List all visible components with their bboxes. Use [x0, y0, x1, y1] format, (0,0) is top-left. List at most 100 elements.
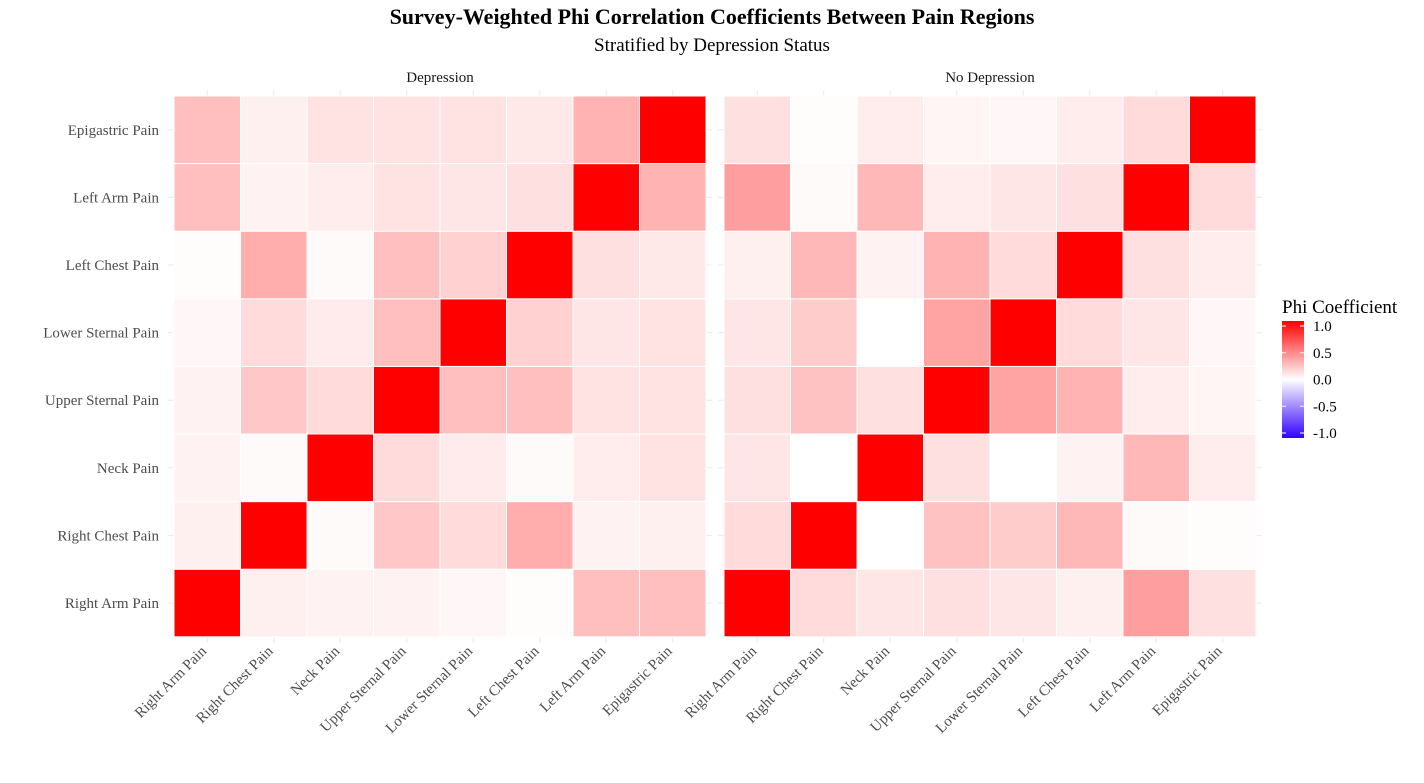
heatmap-cell [1189, 501, 1257, 570]
x-tick-label: Left Arm Pain [537, 643, 609, 715]
y-tick-label: Neck Pain [97, 461, 160, 477]
heatmap-cell [1056, 501, 1124, 570]
heatmap-cell [373, 230, 441, 300]
heatmap-cell [1122, 298, 1190, 367]
heatmap-cell [723, 95, 791, 165]
legend-title: Phi Coefficient [1282, 297, 1398, 318]
heatmap-cell [639, 501, 707, 570]
heatmap-cell [240, 230, 308, 300]
heatmap-cell [790, 365, 858, 435]
heatmap-cell [173, 365, 241, 435]
heatmap-cell [790, 298, 858, 367]
heatmap-cell [1189, 163, 1257, 232]
heatmap-cell [1122, 365, 1190, 435]
heatmap-cell [856, 95, 924, 165]
heatmap-cell [639, 365, 707, 435]
heatmap-cell [439, 433, 507, 503]
heatmap-cell [173, 230, 241, 300]
heatmap-cell [1189, 230, 1257, 300]
x-tick-label: Epigastric Pain [1150, 643, 1226, 719]
heatmap-cell [506, 230, 574, 300]
heatmap-cell [1189, 298, 1257, 367]
heatmap-cell [572, 433, 640, 503]
heatmap-cell [240, 501, 308, 570]
heatmap-cell [639, 95, 707, 165]
heatmap-cell [790, 163, 858, 232]
heatmap-cell [989, 433, 1057, 503]
heatmap-cell [639, 433, 707, 503]
heatmap-cell [923, 365, 991, 435]
heatmap-cell [306, 568, 374, 638]
heatmap-cell [1056, 95, 1124, 165]
heatmap-cell [923, 230, 991, 300]
heatmap-cell [723, 163, 791, 232]
heatmap-cell [173, 163, 241, 232]
heatmap-cell [240, 163, 308, 232]
heatmap-cell [306, 433, 374, 503]
heatmap-cell [506, 433, 574, 503]
heatmap-cell [723, 501, 791, 570]
heatmap-cell [923, 433, 991, 503]
heatmap-cell [856, 298, 924, 367]
x-tick-label: Left Chest Pain [465, 643, 543, 721]
heatmap-cell [923, 163, 991, 232]
heatmap-cell [1056, 163, 1124, 232]
heatmap-cell [1189, 568, 1257, 638]
heatmap-cell [856, 365, 924, 435]
heatmap-cell [439, 163, 507, 232]
legend-tick-label: -1.0 [1313, 426, 1337, 442]
heatmap-cell [439, 298, 507, 367]
heatmap-cell [639, 163, 707, 232]
x-tick-label: Left Chest Pain [1015, 643, 1093, 721]
heatmap-cell [173, 568, 241, 638]
legend-tick-label: 0.0 [1313, 373, 1332, 389]
x-tick-label: Neck Pain [288, 643, 344, 699]
heatmap-cell [173, 433, 241, 503]
heatmap-cell [923, 95, 991, 165]
heatmap-cell [856, 568, 924, 638]
y-tick-label: Epigastric Pain [68, 123, 160, 139]
heatmap-cell [439, 365, 507, 435]
heatmap-cell [240, 95, 308, 165]
heatmap-cell [506, 501, 574, 570]
heatmap-cell [989, 95, 1057, 165]
heatmap-cell [856, 433, 924, 503]
heatmap-cell [373, 433, 441, 503]
legend-tick-label: -0.5 [1313, 399, 1337, 415]
heatmap-cell [723, 230, 791, 300]
heatmap-cell [790, 95, 858, 165]
heatmap-cell [572, 568, 640, 638]
heatmap-cell [723, 433, 791, 503]
heatmap-cell [306, 95, 374, 165]
heatmap-cell [1122, 95, 1190, 165]
heatmap-cell [240, 568, 308, 638]
heatmap-cell [572, 501, 640, 570]
x-tick-label: Neck Pain [838, 643, 894, 699]
heatmap-cell [989, 163, 1057, 232]
heatmap-cell [639, 230, 707, 300]
color-legend: Phi Coefficient 1.0 0.5 0.0 -0.5 -1.0 [1282, 297, 1398, 442]
heatmap-cell [1122, 433, 1190, 503]
heatmap-cell [306, 298, 374, 367]
y-tick-label: Right Arm Pain [65, 596, 160, 612]
heatmap-cell [373, 163, 441, 232]
heatmap-cell [572, 95, 640, 165]
chart-title: Survey-Weighted Phi Correlation Coeffici… [390, 4, 1035, 29]
heatmap-cell [723, 298, 791, 367]
heatmap-cell [173, 298, 241, 367]
heatmap-panels: Depression Right Arm Pain Right Chest Pain… [43, 70, 1262, 737]
legend-tick-label: 0.5 [1313, 346, 1332, 362]
heatmap-cell [173, 501, 241, 570]
heatmap-cell [723, 365, 791, 435]
heatmap-cell [373, 568, 441, 638]
heatmap-cell [240, 298, 308, 367]
heatmap-cell [1122, 568, 1190, 638]
panel-strip-label: No Depression [945, 70, 1035, 86]
heatmap-cell [306, 230, 374, 300]
legend-colorbar [1282, 321, 1304, 438]
heatmap-cell [572, 230, 640, 300]
heatmap-cell [989, 365, 1057, 435]
heatmap-cell [1056, 298, 1124, 367]
y-tick-label: Right Chest Pain [57, 528, 159, 544]
y-tick-label: Left Chest Pain [66, 258, 160, 274]
